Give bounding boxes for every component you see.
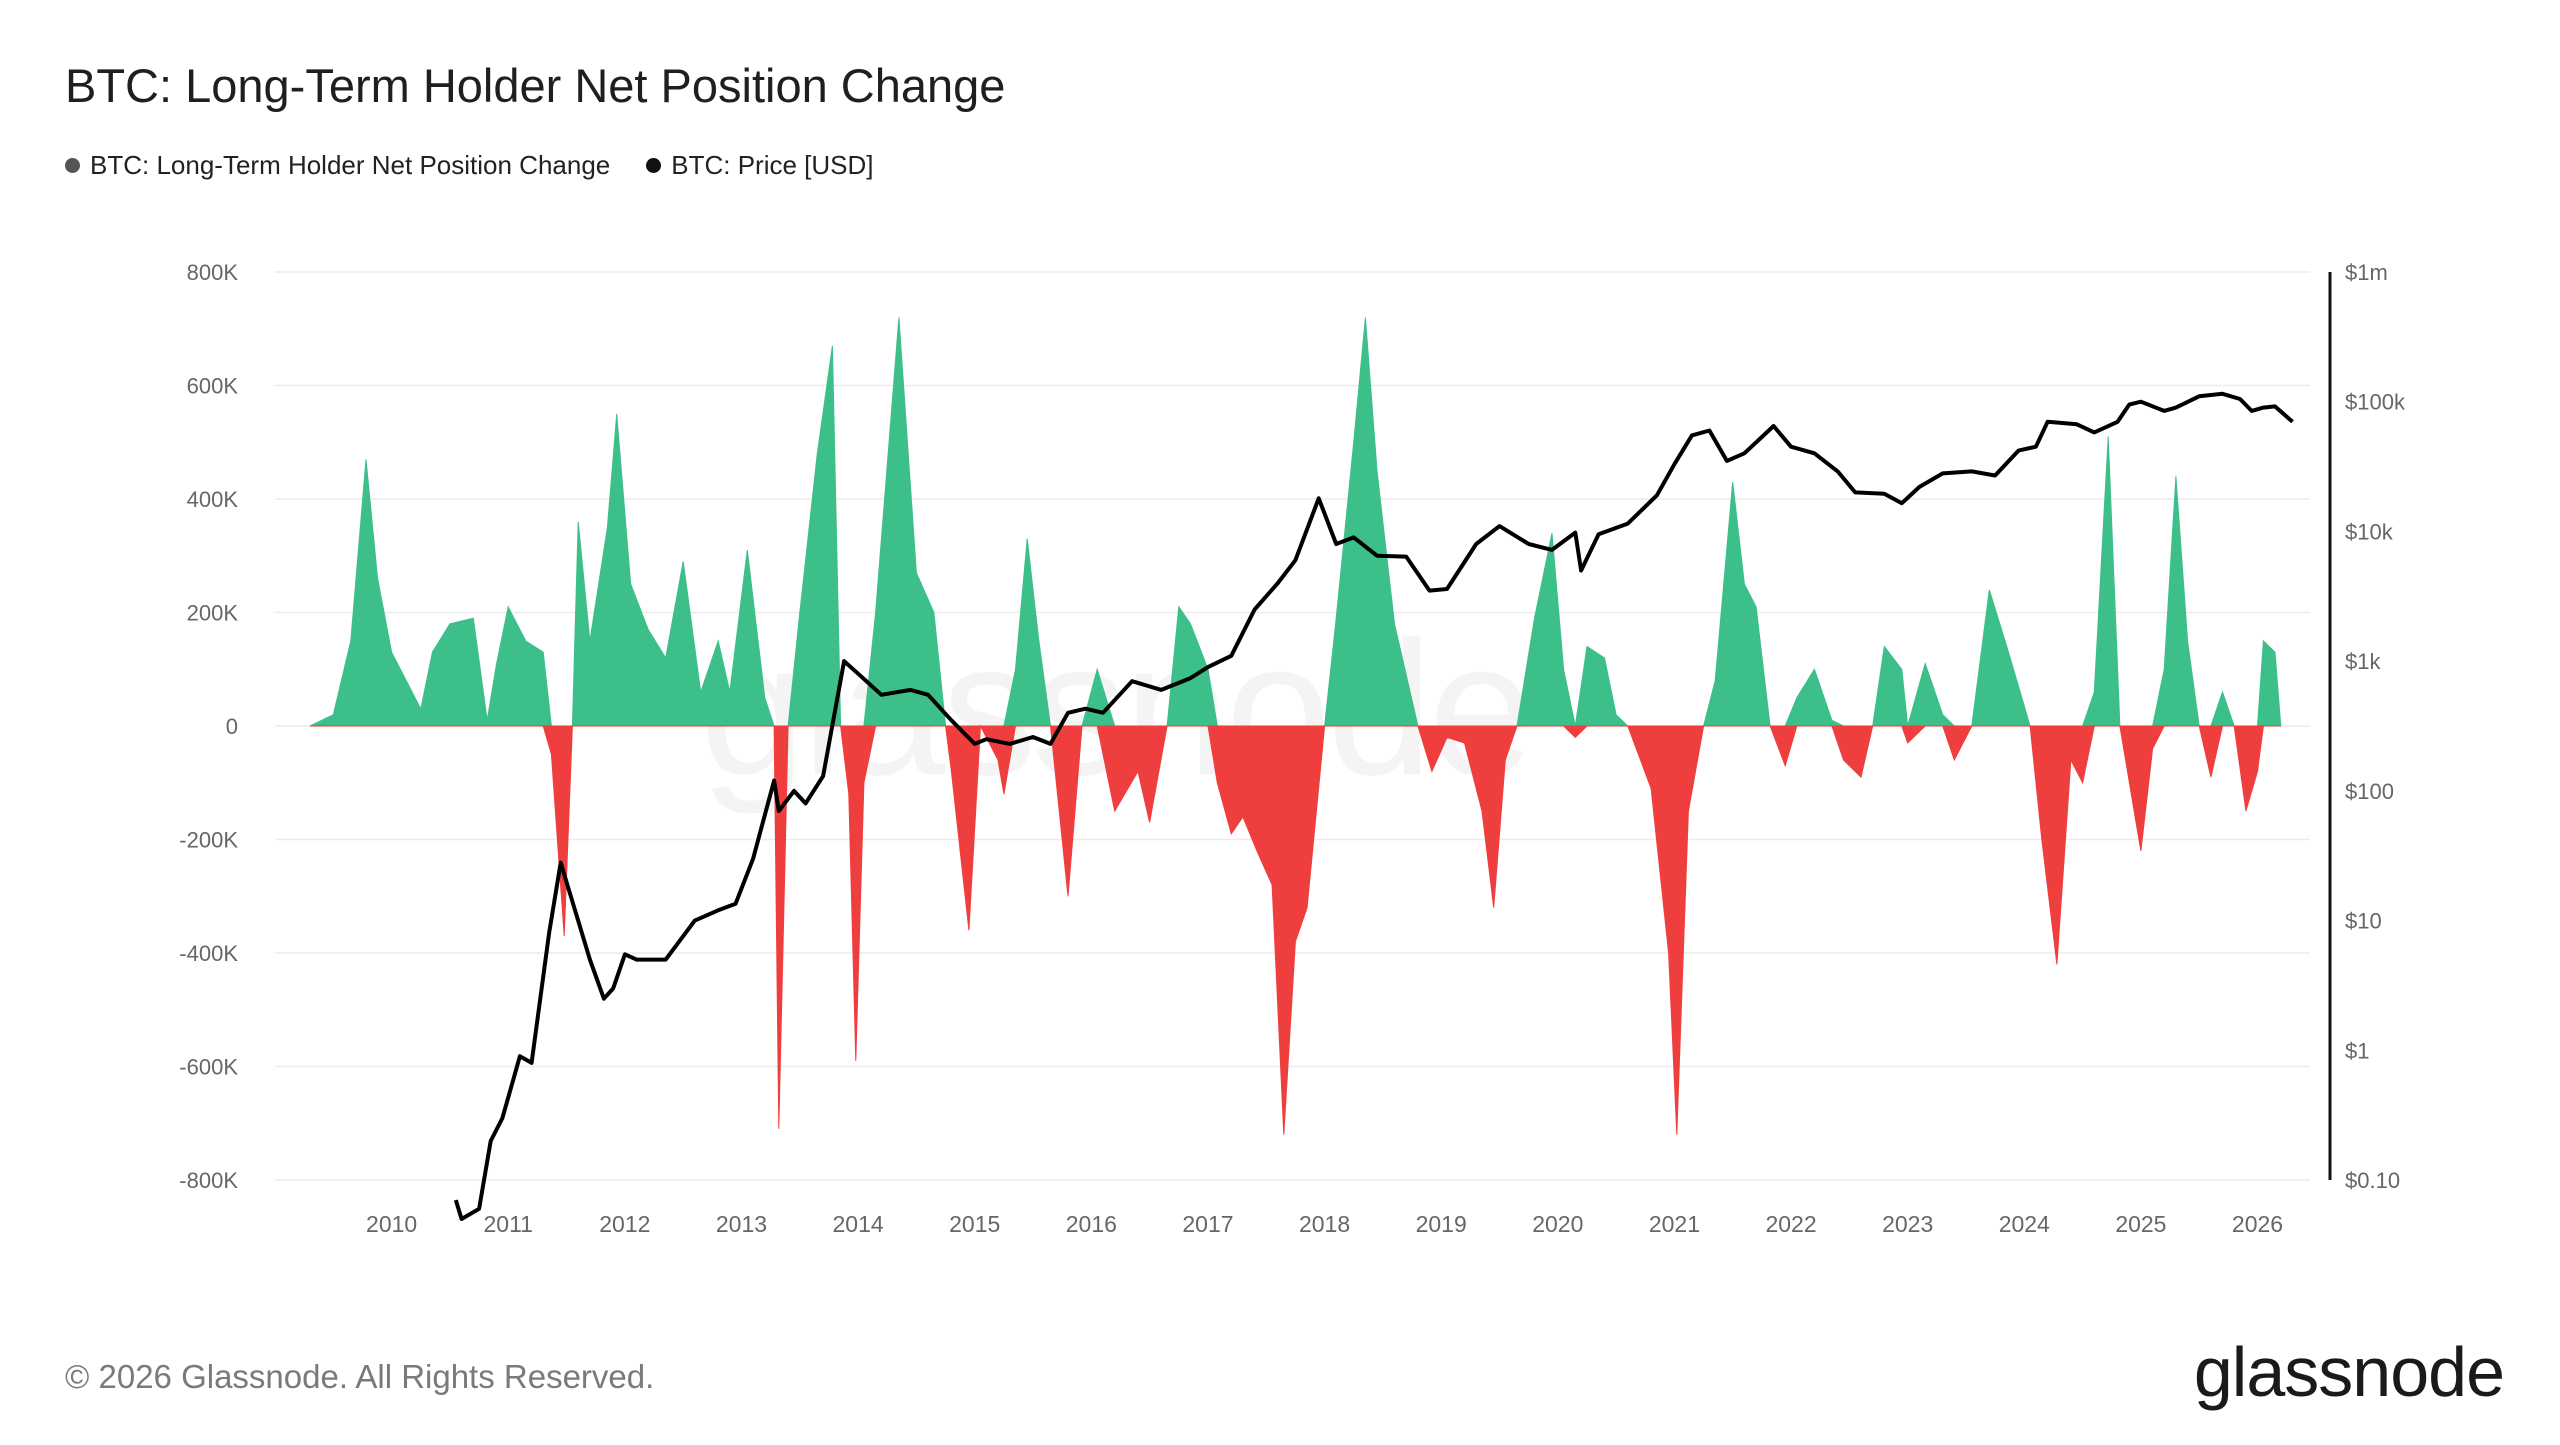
chart-legend: BTC: Long-Term Holder Net Position Chang… [65,150,874,181]
legend-item-price[interactable]: BTC: Price [USD] [646,150,874,181]
y-right-tick-label-2: $10k [2345,519,2394,544]
y-right-tick-label-0: $1m [2345,260,2388,285]
y-left-tick-label-6: -400K [179,941,238,966]
x-tick-label-6: 2016 [1066,1211,1117,1237]
legend-dot-price [646,158,662,173]
x-tick-label-7: 2017 [1182,1211,1233,1237]
y-left-tick-label-8: -800K [179,1168,238,1193]
x-tick-label-11: 2021 [1649,1211,1700,1237]
x-tick-label-13: 2023 [1882,1211,1933,1237]
x-tick-label-2: 2012 [599,1211,650,1237]
y-left-tick-label-5: -200K [179,828,238,853]
x-tick-label-12: 2022 [1765,1211,1816,1237]
y-left-tick-label-4: 0 [226,714,238,739]
net-position-positive-area [309,317,2282,727]
y-left-tick-label-3: 200K [187,601,239,626]
legend-dot-net-position [65,158,80,173]
price-line [453,391,2294,1221]
y-right-tick-label-1: $100k [2345,390,2406,415]
y-left-tick-label-7: -600K [179,1055,238,1080]
copyright-footer: © 2026 Glassnode. All Rights Reserved. [65,1358,655,1395]
x-tick-label-10: 2020 [1532,1211,1583,1237]
y-right-tick-label-4: $100 [2345,779,2394,804]
y-left-tick-label-2: 400K [187,487,239,512]
legend-item-net-position[interactable]: BTC: Long-Term Holder Net Position Chang… [65,150,610,181]
x-tick-label-15: 2025 [2115,1211,2166,1237]
y-right-tick-label-3: $1k [2345,649,2381,674]
x-tick-label-16: 2026 [2232,1211,2283,1237]
x-tick-label-14: 2024 [1999,1211,2050,1237]
y-left-tick-label-1: 600K [187,374,239,399]
chart-title: BTC: Long-Term Holder Net Position Chang… [65,59,1006,112]
x-tick-label-5: 2015 [949,1211,1000,1237]
glassnode-logo: glassnode [2193,1333,2505,1411]
x-tick-label-1: 2011 [484,1211,533,1237]
x-tick-label-9: 2019 [1416,1211,1467,1237]
y-right-tick-label-7: $0.10 [2345,1168,2400,1193]
legend-label-net-position: BTC: Long-Term Holder Net Position Chang… [90,150,611,180]
x-tick-label-0: 2010 [366,1211,417,1237]
x-tick-label-3: 2013 [716,1211,767,1237]
net-position-negative-area [309,724,2281,1135]
y-right-tick-label-6: $1 [2345,1038,2369,1063]
legend-label-price: BTC: Price [USD] [671,150,874,180]
x-tick-label-4: 2014 [833,1211,884,1237]
y-left-tick-label-0: 800K [187,260,239,285]
x-tick-label-8: 2018 [1299,1211,1350,1237]
y-right-tick-label-5: $10 [2345,909,2382,934]
